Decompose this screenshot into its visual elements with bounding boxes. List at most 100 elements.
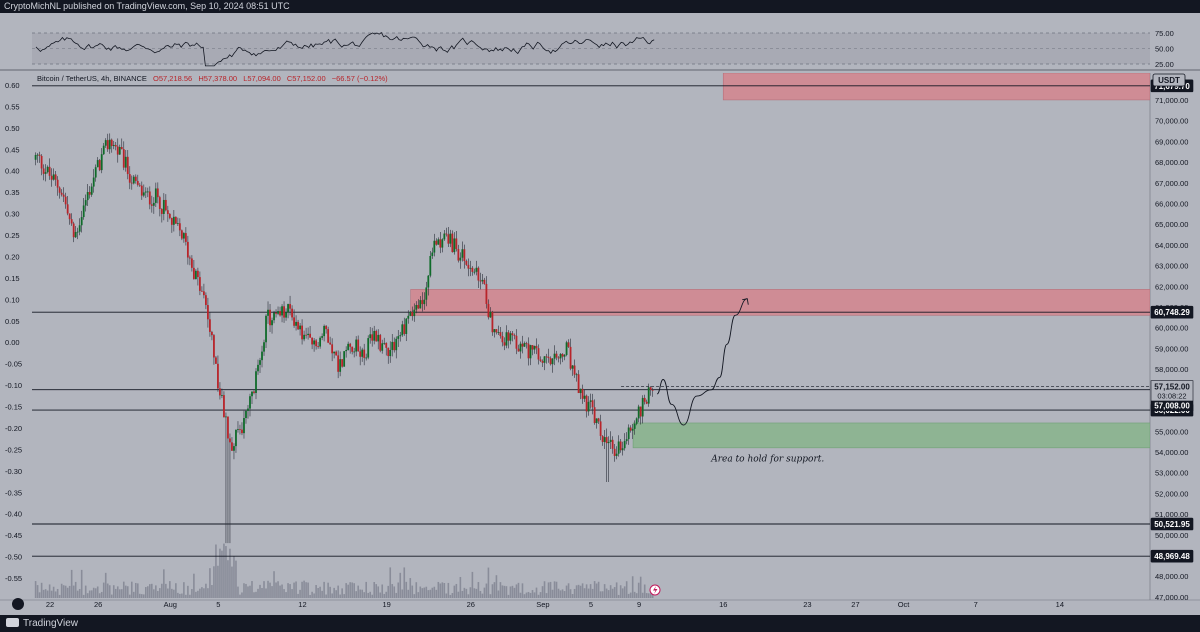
candle-down: [70, 213, 73, 226]
candle-down: [471, 266, 474, 276]
volume-bar: [367, 592, 370, 598]
right-tick-label: 53,000.00: [1155, 469, 1188, 478]
right-tick-label: 62,000.00: [1155, 282, 1188, 291]
volume-bar: [110, 594, 113, 598]
candle-up: [415, 301, 418, 314]
candle-up: [267, 301, 269, 324]
volume-bar: [38, 592, 41, 598]
candle-up: [343, 351, 346, 367]
candle-down: [599, 414, 602, 441]
candle-body: [233, 446, 235, 451]
candle-up: [391, 334, 394, 357]
candle-body: [539, 359, 542, 362]
candle-down: [215, 355, 217, 364]
candle-up: [437, 237, 440, 245]
candle-up: [361, 347, 364, 362]
candle-up: [633, 420, 636, 435]
candle-down: [297, 319, 299, 331]
candle-body: [555, 353, 558, 358]
volume-bar: [303, 580, 305, 598]
left-tick-label: -0.30: [5, 467, 22, 476]
rsi-panel: 75.00 50.00 25.00: [0, 29, 1200, 71]
last-price-value: 57,152.00: [1154, 383, 1190, 392]
candle-body: [311, 337, 314, 345]
candle-body: [333, 351, 336, 354]
candle-down: [421, 292, 424, 312]
volume-bar: [345, 583, 347, 598]
candle-up: [401, 320, 404, 337]
candle-body: [341, 359, 344, 367]
candle-down: [269, 304, 271, 333]
volume-bar: [573, 588, 576, 598]
candle-body: [445, 233, 448, 235]
candle-up: [323, 324, 326, 342]
candle-down: [56, 176, 59, 196]
volume-bar: [507, 594, 510, 598]
candle-down: [487, 299, 490, 320]
candle-up: [519, 341, 522, 359]
candle-body: [403, 324, 406, 334]
candle-up: [96, 157, 99, 168]
volume-bar: [501, 585, 504, 598]
lightning-icon[interactable]: [649, 584, 661, 596]
candle-down: [275, 309, 277, 318]
volume-bar: [521, 583, 524, 598]
candle-body: [623, 441, 626, 449]
volume-bar: [585, 584, 588, 598]
volume-bar: [555, 581, 558, 598]
volume-bar: [377, 586, 380, 598]
candle-body: [58, 187, 61, 193]
volume-bar: [116, 586, 119, 598]
price-badge-label: 50,521.95: [1154, 520, 1190, 529]
rsi-tick-label: 25.00: [1155, 60, 1174, 69]
candle-body: [435, 240, 438, 245]
left-tick-label: -0.35: [5, 488, 22, 497]
candle-down: [219, 382, 221, 400]
candle-body: [579, 388, 582, 394]
candle-body: [577, 374, 580, 394]
circle-settings-icon[interactable]: [12, 598, 24, 610]
candle-up: [607, 436, 610, 482]
volume-bar: [591, 588, 594, 598]
candle-up: [621, 441, 624, 456]
currency-label: USDT: [1158, 76, 1180, 85]
candle-down: [178, 218, 181, 237]
volume-bar: [331, 593, 333, 598]
candle-down: [168, 212, 171, 220]
candle-body: [128, 174, 131, 183]
volume-bar: [191, 589, 193, 598]
candle-body: [319, 337, 322, 347]
candle-down: [451, 230, 454, 253]
volume-bar: [175, 583, 177, 598]
candle-down: [531, 344, 534, 356]
volume-bar: [54, 591, 57, 598]
volume-bar: [114, 588, 117, 598]
candle-down: [385, 342, 388, 356]
candle-body: [251, 391, 253, 397]
left-tick-label: 0.60: [5, 81, 20, 90]
candle-body: [425, 287, 428, 300]
candle-body: [497, 332, 500, 333]
currency-badge[interactable]: USDT: [1152, 73, 1186, 87]
candle-up: [373, 325, 376, 345]
candle-up: [433, 233, 436, 257]
candle-up: [154, 182, 157, 208]
volume-bar: [249, 585, 251, 598]
right-tick-label: 60,000.00: [1155, 324, 1188, 333]
volume-bar: [343, 594, 345, 598]
candle-body: [627, 427, 630, 440]
candle-down: [439, 231, 442, 254]
candle-down: [305, 327, 307, 339]
volume-bar: [221, 550, 223, 598]
candle-body: [401, 324, 404, 336]
candle-body: [229, 438, 231, 443]
volume-bar: [155, 585, 157, 598]
candle-up: [86, 184, 89, 207]
candle-down: [58, 186, 61, 199]
candle-up: [473, 268, 476, 275]
candle-down: [188, 255, 191, 266]
annotation-area-to-hold: Area to hold for support.: [710, 454, 824, 464]
candle-body: [593, 407, 596, 424]
candle-body: [489, 311, 492, 318]
